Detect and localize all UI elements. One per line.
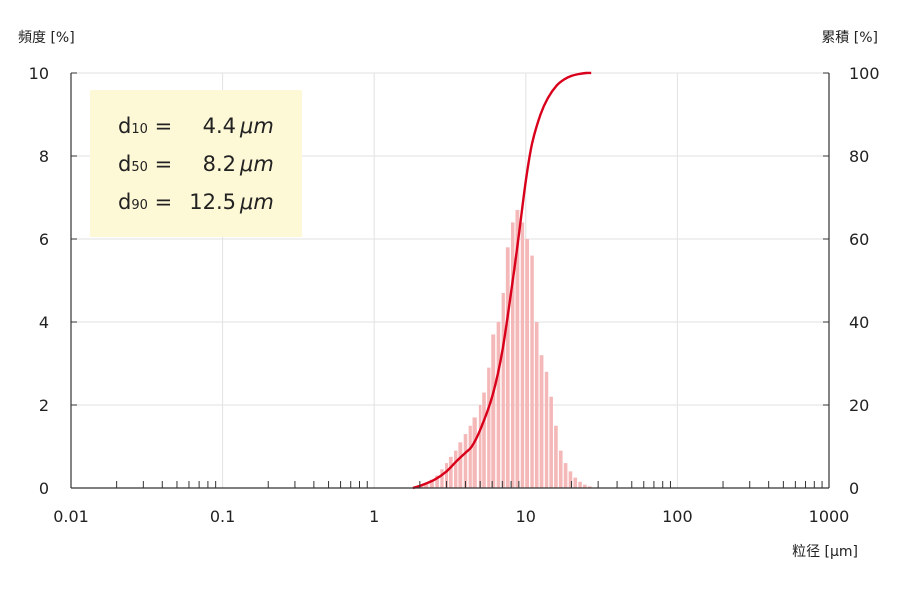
y-tick-label-right: 100 [849,64,880,83]
y-tick-label-right: 80 [849,147,869,166]
frequency-bar [530,255,534,488]
stats-unit: μm [239,190,274,214]
frequency-bar [445,463,449,488]
frequency-bar [435,475,439,488]
stats-unit: μm [239,114,274,138]
frequency-bar [501,292,505,488]
y-tick-label-right: 60 [849,230,869,249]
frequency-bar [487,367,491,488]
frequency-bar [478,405,482,488]
x-tick-label: 1 [369,507,379,526]
frequency-bar [505,247,510,488]
frequency-bar [578,481,582,488]
stats-unit: μm [239,152,274,176]
frequency-bar [558,450,563,488]
frequency-bar [534,322,539,488]
frequency-bar [463,434,468,488]
frequency-bar [458,442,463,488]
frequency-bar [448,456,453,488]
x-tick-label: 10 [516,507,536,526]
frequency-bar [554,425,558,488]
frequency-bar [539,355,544,488]
y-tick-label-left: 10 [29,64,49,83]
y-tick-label-left: 4 [39,313,49,332]
y-tick-label-right: 20 [849,396,869,415]
y-axis-label-left: 頻度 [%] [18,30,75,46]
frequency-bar [423,483,429,488]
stats-line: d90 = [118,190,172,214]
frequency-bar [563,463,568,488]
frequency-bar [472,417,477,488]
frequency-bar [525,239,529,488]
y-tick-label-left: 8 [39,147,49,166]
y-axis-label-right: 累積 [%] [821,30,878,46]
frequency-bar [491,334,496,488]
stats-value: 8.2 [203,152,236,176]
x-tick-label: 1000 [809,507,850,526]
stats-line: d50 = [118,152,172,176]
frequency-bar [568,471,573,488]
y-tick-label-left: 2 [39,396,49,415]
stats-box-bg [90,90,302,237]
frequency-bar [482,392,486,488]
y-tick-label-right: 40 [849,313,869,332]
y-tick-label-right: 0 [849,479,859,498]
frequency-bar [520,222,525,488]
y-tick-label-left: 0 [39,479,49,498]
frequency-bar [496,322,501,488]
frequency-bar [468,425,472,488]
y-tick-label-left: 6 [39,230,49,249]
frequency-bar [454,450,458,488]
frequency-bar [573,477,578,488]
frequency-bar [544,371,549,488]
x-axis-label: 粒径 [μm] [792,544,858,560]
stats-value: 12.5 [189,190,236,214]
frequency-bar [511,222,515,488]
frequency-bar [429,479,434,488]
stats-value: 4.4 [203,114,236,138]
curve-layer [412,71,592,490]
frequency-bar [440,469,444,488]
frequency-bar [582,484,587,488]
cumulative-line [412,71,592,490]
x-tick-label: 0.1 [210,507,235,526]
frequency-bar [515,209,520,488]
frequency-bar [549,396,553,488]
x-tick-label: 0.01 [53,507,89,526]
stats-line: d10 = [118,114,172,138]
frequency-bar [587,486,592,488]
x-tick-label: 100 [662,507,693,526]
